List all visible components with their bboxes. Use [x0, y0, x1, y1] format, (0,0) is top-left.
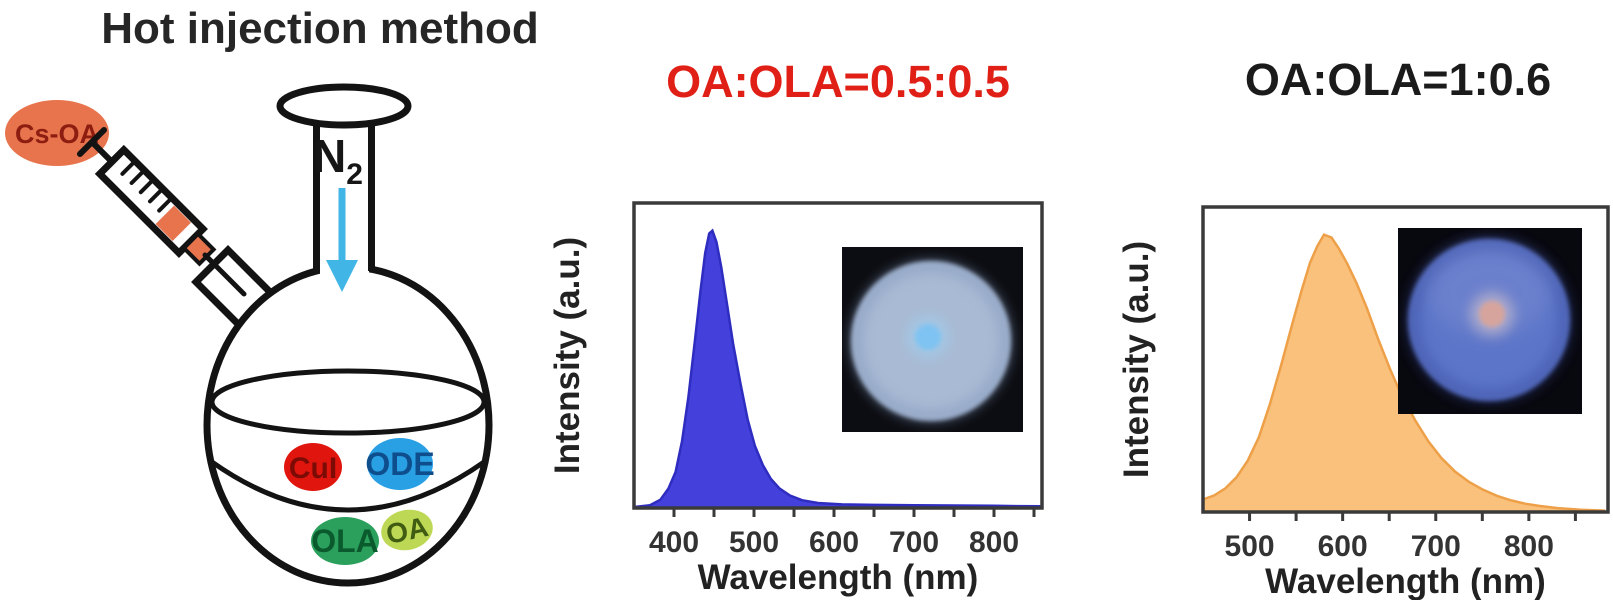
x-tick-label: 700 — [889, 526, 939, 559]
x-tick-label: 400 — [649, 526, 699, 559]
chart1-title: OA:OLA=0.5:0.5 — [666, 56, 1010, 107]
x-tick-label: 800 — [1504, 530, 1554, 563]
inset-emission-spot — [1479, 301, 1505, 327]
x-tick-label: 700 — [1411, 530, 1461, 563]
scheme-title: Hot injection method — [101, 4, 539, 53]
oa-blob — [381, 509, 433, 551]
ode-label: ODE — [365, 446, 434, 482]
scheme-flask-diagram: Cs-OA — [5, 83, 493, 587]
syringe-plunger-rod — [89, 139, 115, 165]
flask-content-ode: ODE — [365, 438, 435, 490]
spectrum-area — [1203, 234, 1606, 511]
syringe-needle-tip — [202, 252, 247, 297]
syringe-icon — [76, 126, 245, 295]
inset-photo — [842, 247, 1023, 432]
flask-content-cui: CuI — [284, 443, 342, 491]
inset-emission-spot — [915, 324, 941, 350]
y-axis-label: Intensity (a.u.) — [548, 237, 587, 474]
flask-content-oa: OA — [381, 509, 433, 551]
syringe-seal — [155, 205, 191, 241]
n2-flow-arrowhead — [326, 260, 358, 292]
ola-label: OLA — [311, 523, 379, 559]
x-tick-label: 600 — [1318, 530, 1368, 563]
chart2-title: OA:OLA=1:0.6 — [1244, 54, 1552, 105]
spectrum-line — [1202, 233, 1606, 512]
cs-oa-label: Cs-OA — [15, 119, 99, 149]
spectrum-line — [635, 228, 1041, 509]
liquid-boundary — [210, 459, 486, 513]
flask-content-ola: OLA — [311, 517, 379, 565]
spectrum-area — [635, 230, 1041, 507]
liquid-surface — [209, 368, 487, 436]
inset-photo — [1398, 228, 1582, 414]
n2-gas-label: N2 — [313, 130, 363, 191]
cui-label: CuI — [289, 452, 337, 485]
cui-blob — [284, 443, 342, 491]
x-tick-label: 500 — [1225, 530, 1275, 563]
ola-blob — [311, 517, 379, 565]
plot-frame — [1201, 205, 1610, 514]
ode-blob — [367, 438, 433, 490]
x-tick-label: 600 — [809, 526, 859, 559]
y-axis-label: Intensity (a.u.) — [1117, 241, 1156, 478]
x-tick-label: 800 — [969, 526, 1019, 559]
x-tick-label: 500 — [729, 526, 779, 559]
x-axis-label: Wavelength (nm) — [698, 558, 979, 597]
flask-neck-lip — [276, 83, 412, 129]
x-axis-label: Wavelength (nm) — [1265, 562, 1546, 600]
plot-frame — [632, 201, 1044, 510]
